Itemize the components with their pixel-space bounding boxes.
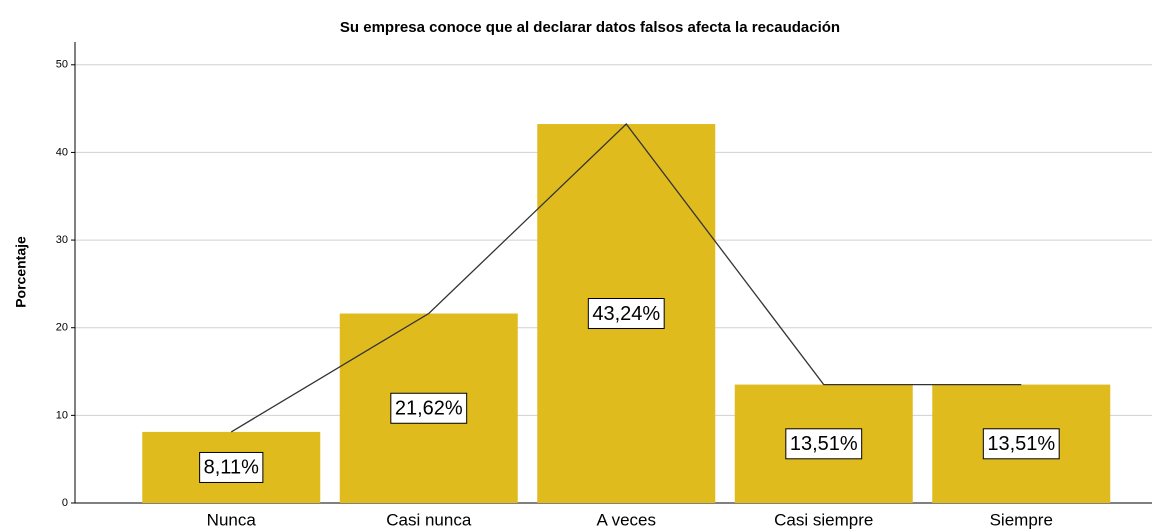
y-tick-label: 40 — [56, 146, 68, 158]
value-label: 8,11% — [204, 457, 259, 479]
x-tick-label: Nunca — [207, 510, 257, 529]
y-tick-label: 20 — [56, 322, 68, 334]
value-label-box — [199, 451, 264, 483]
chart-title: Su empresa conoce que al declarar datos … — [340, 19, 840, 36]
y-tick-label: 0 — [62, 497, 68, 509]
y-axis-label: Porcentaje — [13, 236, 29, 308]
value-label-box — [982, 428, 1060, 460]
value-label: 43,24% — [592, 303, 660, 325]
value-label: 21,62% — [395, 398, 463, 420]
x-tick-label: Casi siempre — [774, 510, 873, 529]
trend-line — [230, 123, 1022, 433]
value-label: 13,51% — [987, 433, 1055, 455]
y-tick-label: 50 — [56, 59, 68, 71]
value-label-box — [587, 298, 665, 330]
value-label: 13,51% — [790, 433, 858, 455]
y-tick-label: 30 — [56, 234, 68, 246]
value-label-box — [785, 428, 863, 460]
x-tick-label: Casi nunca — [386, 510, 472, 529]
value-label-box — [390, 392, 468, 424]
x-tick-label: Siempre — [990, 510, 1053, 529]
x-tick-label: A veces — [596, 510, 656, 529]
y-tick-label: 10 — [56, 409, 68, 421]
